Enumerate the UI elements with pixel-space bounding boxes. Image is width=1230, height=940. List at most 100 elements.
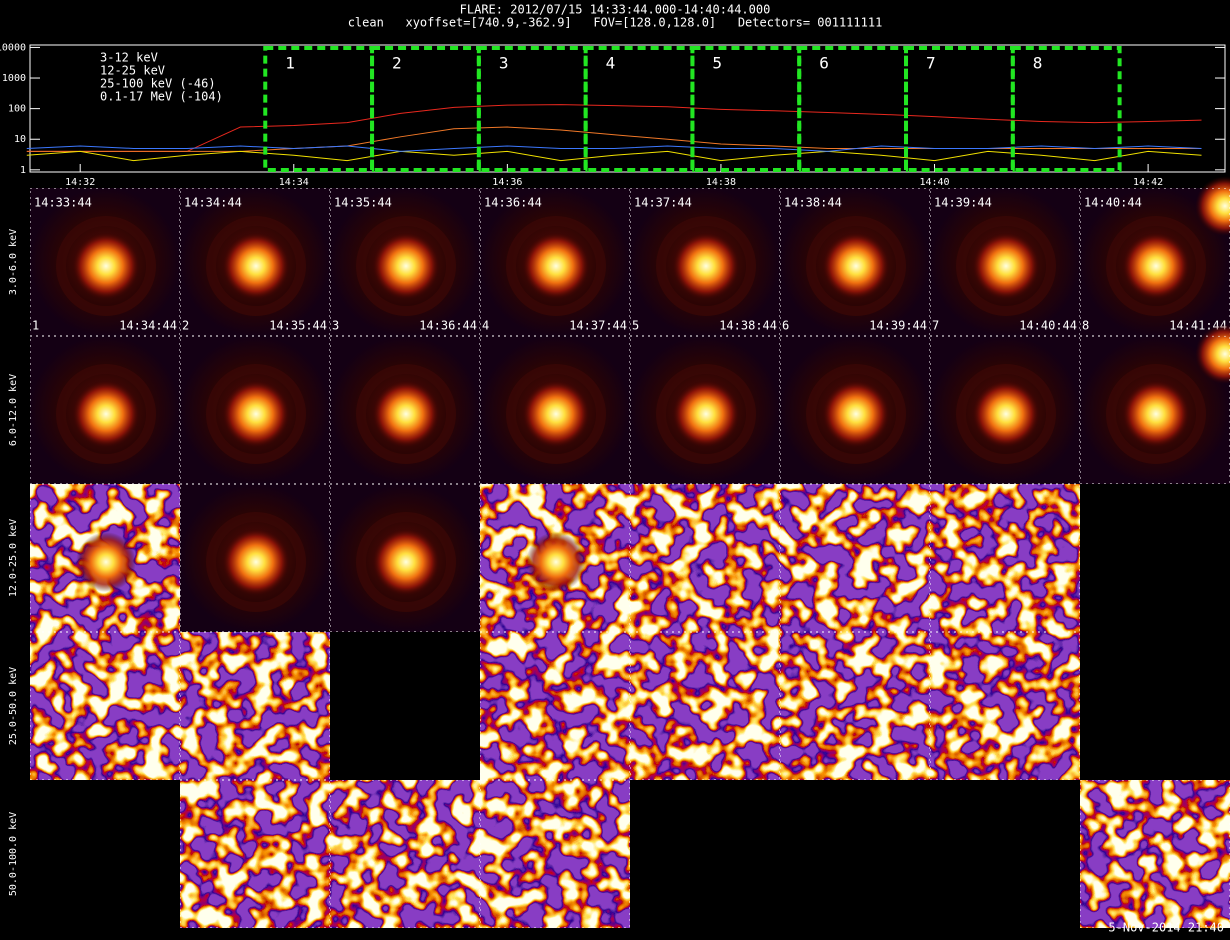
legend-entry: 25-100 keV (-46) xyxy=(100,77,216,91)
image-panel: 14:35:44 14:36:44 3 xyxy=(330,188,480,336)
x-tick-label: 14:40 xyxy=(919,177,949,188)
source xyxy=(522,232,590,300)
subtitle: clean xyoffset=[740.9,-362.9] FOV=[128.0… xyxy=(348,16,883,30)
interval-index: 7 xyxy=(932,319,939,333)
ring xyxy=(206,364,306,464)
image-panel xyxy=(630,336,780,484)
panel-border xyxy=(180,632,330,780)
image-panel xyxy=(480,336,630,484)
image-panel: 14:37:44 14:38:44 5 xyxy=(630,188,780,336)
x-tick-label: 14:36 xyxy=(492,177,522,188)
row-label: 12.0-25.0 keV xyxy=(8,519,19,597)
panel-border xyxy=(30,484,180,632)
panel-border xyxy=(780,336,930,484)
interval-index: 2 xyxy=(182,319,189,333)
interval-label: 3 xyxy=(499,54,509,73)
interval-box xyxy=(370,46,481,172)
start-time: 14:38:44 xyxy=(784,196,842,210)
image-panel xyxy=(480,780,630,928)
start-time: 14:37:44 xyxy=(634,196,692,210)
panel-border xyxy=(930,336,1080,484)
noise-image xyxy=(1080,780,1230,928)
panel-border xyxy=(330,336,480,484)
noise-image xyxy=(630,484,780,632)
series-line xyxy=(26,126,1202,152)
ring xyxy=(806,216,906,316)
start-time: 14:33:44 xyxy=(34,196,92,210)
panel-border xyxy=(330,780,480,928)
image-panel xyxy=(180,632,330,780)
start-time: 14:34:44 xyxy=(184,196,242,210)
source xyxy=(372,380,440,448)
noise-image xyxy=(480,780,630,928)
panel-border xyxy=(30,336,180,484)
source xyxy=(822,232,890,300)
interval-index: 8 xyxy=(1082,319,1089,333)
ring xyxy=(1106,364,1206,464)
image-panel xyxy=(480,484,630,632)
end-time: 14:40:44 xyxy=(1019,319,1077,333)
image-panel xyxy=(780,336,930,484)
panel-border xyxy=(180,780,330,928)
noise-image xyxy=(180,780,330,928)
image-panel: 14:36:44 14:37:44 4 xyxy=(480,188,630,336)
interval-label: 4 xyxy=(606,54,616,73)
image-panel: 14:33:44 14:34:44 1 xyxy=(30,188,180,336)
interval-label: 2 xyxy=(392,54,402,73)
image-panel xyxy=(930,336,1080,484)
source xyxy=(222,232,290,300)
image-panel xyxy=(180,336,330,484)
panel-border xyxy=(30,632,180,780)
row-label: 3.0-6.0 keV xyxy=(8,229,19,295)
panel-border xyxy=(30,188,180,336)
source xyxy=(1122,380,1190,448)
start-time: 14:35:44 xyxy=(334,196,392,210)
source xyxy=(972,380,1040,448)
image-panel xyxy=(30,336,180,484)
end-time: 14:37:44 xyxy=(569,319,627,333)
noise-image xyxy=(30,632,180,780)
interval-box xyxy=(690,46,802,172)
panel-border xyxy=(330,484,480,632)
interval-box xyxy=(583,46,695,172)
noise-image xyxy=(930,484,1080,632)
title: FLARE: 2012/07/15 14:33:44.000-14:40:44.… xyxy=(460,3,771,17)
ring xyxy=(956,216,1056,316)
end-time: 14:36:44 xyxy=(419,319,477,333)
interval-index: 6 xyxy=(782,319,789,333)
source xyxy=(672,232,740,300)
image-panel xyxy=(1080,324,1230,484)
y-tick-label: 1 xyxy=(20,165,26,176)
panel-border xyxy=(480,336,630,484)
start-time: 14:40:44 xyxy=(1084,196,1142,210)
legend-entry: 3-12 keV xyxy=(100,51,158,65)
ring xyxy=(356,364,456,464)
source xyxy=(76,532,136,592)
end-time: 14:39:44 xyxy=(869,319,927,333)
footer: 5-Nov-2014 21:40 xyxy=(1108,921,1224,935)
image-panel xyxy=(780,632,930,780)
ring xyxy=(506,216,606,316)
panel-border xyxy=(480,484,630,632)
panel-border xyxy=(930,632,1080,780)
y-tick-label: 10 xyxy=(14,134,26,145)
image-panel xyxy=(180,484,330,632)
series-line xyxy=(26,104,1202,152)
interval-index: 5 xyxy=(632,319,639,333)
interval-box xyxy=(797,46,909,172)
end-time: 14:38:44 xyxy=(719,319,777,333)
source xyxy=(522,380,590,448)
image-panel xyxy=(330,336,480,484)
x-tick-label: 14:42 xyxy=(1133,177,1163,188)
source xyxy=(1195,324,1230,384)
panel-border xyxy=(180,484,330,632)
ring xyxy=(806,364,906,464)
source xyxy=(222,528,290,596)
interval-label: 1 xyxy=(285,54,295,73)
source xyxy=(72,232,140,300)
source xyxy=(972,232,1040,300)
image-panel xyxy=(930,632,1080,780)
interval-index: 1 xyxy=(32,319,39,333)
x-tick-label: 14:38 xyxy=(706,177,736,188)
